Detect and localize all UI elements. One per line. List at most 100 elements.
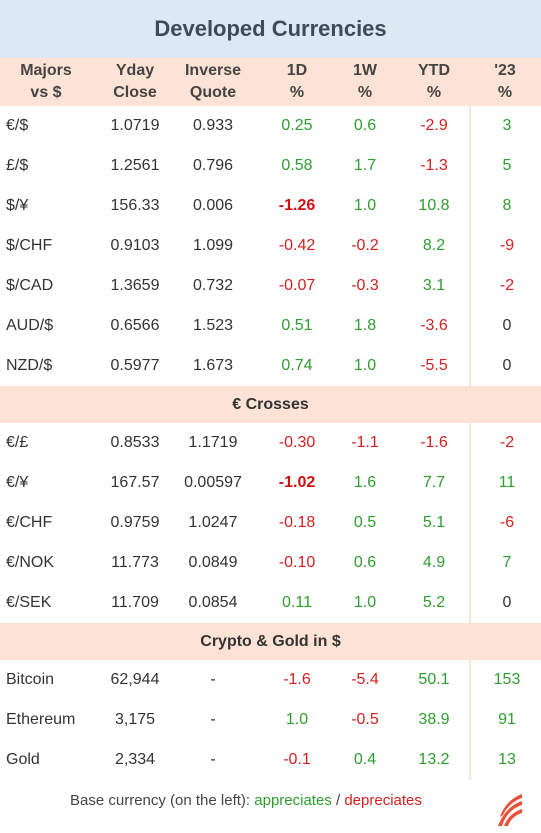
- inverse-value: -: [210, 751, 216, 768]
- pair-label: Ethereum: [6, 711, 76, 728]
- change-ytd: 8.2: [422, 237, 446, 254]
- change-1w: -0.5: [351, 711, 379, 728]
- inverse-value: 0.0849: [188, 554, 238, 571]
- legend-up: appreciates: [254, 791, 332, 809]
- inverse-value: 0.732: [192, 277, 234, 294]
- pair-label: Bitcoin: [6, 671, 55, 688]
- change-2023: -6: [469, 503, 541, 543]
- change-1d: -0.10: [278, 554, 316, 571]
- legend-footer: Base currency (on the left): appreciates…: [0, 786, 541, 814]
- pair-label: $/¥: [6, 197, 29, 214]
- legend-prefix: Base currency (on the left):: [70, 791, 251, 809]
- pair-label: €/SEK: [6, 594, 52, 611]
- flame-logo-icon: [498, 794, 522, 826]
- change-2023: 0: [469, 306, 541, 346]
- legend-sep: /: [336, 791, 341, 809]
- header-label: %: [497, 84, 513, 101]
- table-row: £/$ 1.2561 0.796 0.58 1.7 -1.3 5: [0, 146, 541, 186]
- change-2023: -2: [469, 423, 541, 463]
- close-value: 1.2561: [110, 157, 160, 174]
- inverse-value: 1.099: [192, 237, 234, 254]
- change-2023: 153: [469, 660, 541, 700]
- change-1w: 0.6: [353, 117, 377, 134]
- change-1w: 1.0: [353, 197, 377, 214]
- pair-label: €/£: [6, 434, 29, 451]
- change-1w: 1.8: [353, 317, 377, 334]
- pair-label: €/CHF: [6, 514, 53, 531]
- change-1d: 0.58: [281, 157, 313, 174]
- change-2023: 7: [469, 543, 541, 583]
- header-label: %: [289, 84, 305, 101]
- change-1d: -1.02: [278, 474, 316, 491]
- change-1d: 0.74: [281, 357, 313, 374]
- table-row: €/CHF 0.9759 1.0247 -0.18 0.5 5.1 -6: [0, 503, 541, 543]
- change-1d: -0.42: [278, 237, 316, 254]
- header-label: Majors: [20, 62, 72, 79]
- inverse-value: 1.1719: [188, 434, 238, 451]
- change-ytd: 5.2: [422, 594, 446, 611]
- header-label: %: [426, 84, 442, 101]
- inverse-value: 0.00597: [184, 474, 242, 491]
- crypto-group: Bitcoin 62,944 - -1.6 -5.4 50.1 153 Ethereum 3,1…: [0, 660, 541, 780]
- change-1d: -0.30: [278, 434, 316, 451]
- close-value: 0.9759: [110, 514, 160, 531]
- close-value: 3,175: [114, 711, 156, 728]
- close-value: 11.709: [111, 594, 159, 611]
- change-2023: 0: [469, 583, 541, 623]
- inverse-value: 1.523: [192, 317, 234, 334]
- change-1w: -5.4: [351, 671, 379, 688]
- change-1w: 0.6: [353, 554, 377, 571]
- change-1d: 0.11: [282, 594, 312, 611]
- close-value: 11.773: [111, 554, 159, 571]
- inverse-value: 0.933: [192, 117, 234, 134]
- change-1d: 1.0: [285, 711, 309, 728]
- table-row: €/£ 0.8533 1.1719 -0.30 -1.1 -1.6 -2: [0, 423, 541, 463]
- change-ytd: 13.2: [418, 751, 450, 768]
- table-row: Bitcoin 62,944 - -1.6 -5.4 50.1 153: [0, 660, 541, 700]
- inverse-value: -: [210, 711, 216, 728]
- change-1d: -0.1: [283, 751, 311, 768]
- table-row: €/NOK 11.773 0.0849 -0.10 0.6 4.9 7: [0, 543, 541, 583]
- table-row: $/¥ 156.33 0.006 -1.26 1.0 10.8 8: [0, 186, 541, 226]
- change-2023: 11: [469, 463, 541, 503]
- change-ytd: 4.9: [422, 554, 446, 571]
- change-1w: 1.6: [353, 474, 377, 491]
- header-label: Quote: [189, 84, 237, 101]
- header-label: 1W: [353, 62, 377, 79]
- close-value: 1.3659: [110, 277, 160, 294]
- close-value: 0.8533: [110, 434, 160, 451]
- header-inverse: Inverse Quote: [178, 58, 248, 106]
- change-ytd: 10.8: [418, 197, 450, 214]
- close-value: 0.5977: [110, 357, 160, 374]
- pair-label: Gold: [6, 751, 40, 768]
- change-ytd: 50.1: [418, 671, 450, 688]
- change-ytd: 38.9: [418, 711, 450, 728]
- change-1d: -1.26: [278, 197, 316, 214]
- header-label: Close: [113, 84, 157, 101]
- pair-label: €/$: [6, 117, 29, 134]
- header-1d: 1D %: [263, 58, 331, 106]
- header-1w: 1W %: [331, 58, 399, 106]
- change-1w: 1.0: [353, 594, 377, 611]
- currency-table: Developed Currencies Majors vs $ Yday Cl…: [0, 0, 541, 780]
- pair-label: NZD/$: [6, 357, 53, 374]
- majors-group: €/$ 1.0719 0.933 0.25 0.6 -2.9 3 £/$ 1.2561 0.796…: [0, 106, 541, 386]
- header-label: vs $: [30, 84, 62, 101]
- change-1w: 0.5: [353, 514, 377, 531]
- page-title: Developed Currencies: [0, 0, 541, 58]
- change-ytd: -2.9: [420, 117, 448, 134]
- inverse-value: 0.006: [192, 197, 234, 214]
- pair-label: AUD/$: [6, 317, 54, 334]
- pair-label: €/¥: [6, 474, 29, 491]
- change-1d: -1.6: [283, 671, 311, 688]
- header-label: %: [357, 84, 373, 101]
- pair-label: £/$: [6, 157, 29, 174]
- change-1w: -0.3: [351, 277, 379, 294]
- change-1d: -0.18: [278, 514, 316, 531]
- section-crypto: Crypto & Gold in $: [0, 623, 541, 660]
- change-ytd: -3.6: [420, 317, 448, 334]
- header-label: '23: [494, 62, 516, 79]
- inverse-value: 0.796: [192, 157, 234, 174]
- change-1d: 0.25: [281, 117, 313, 134]
- header-label: Inverse: [184, 62, 242, 79]
